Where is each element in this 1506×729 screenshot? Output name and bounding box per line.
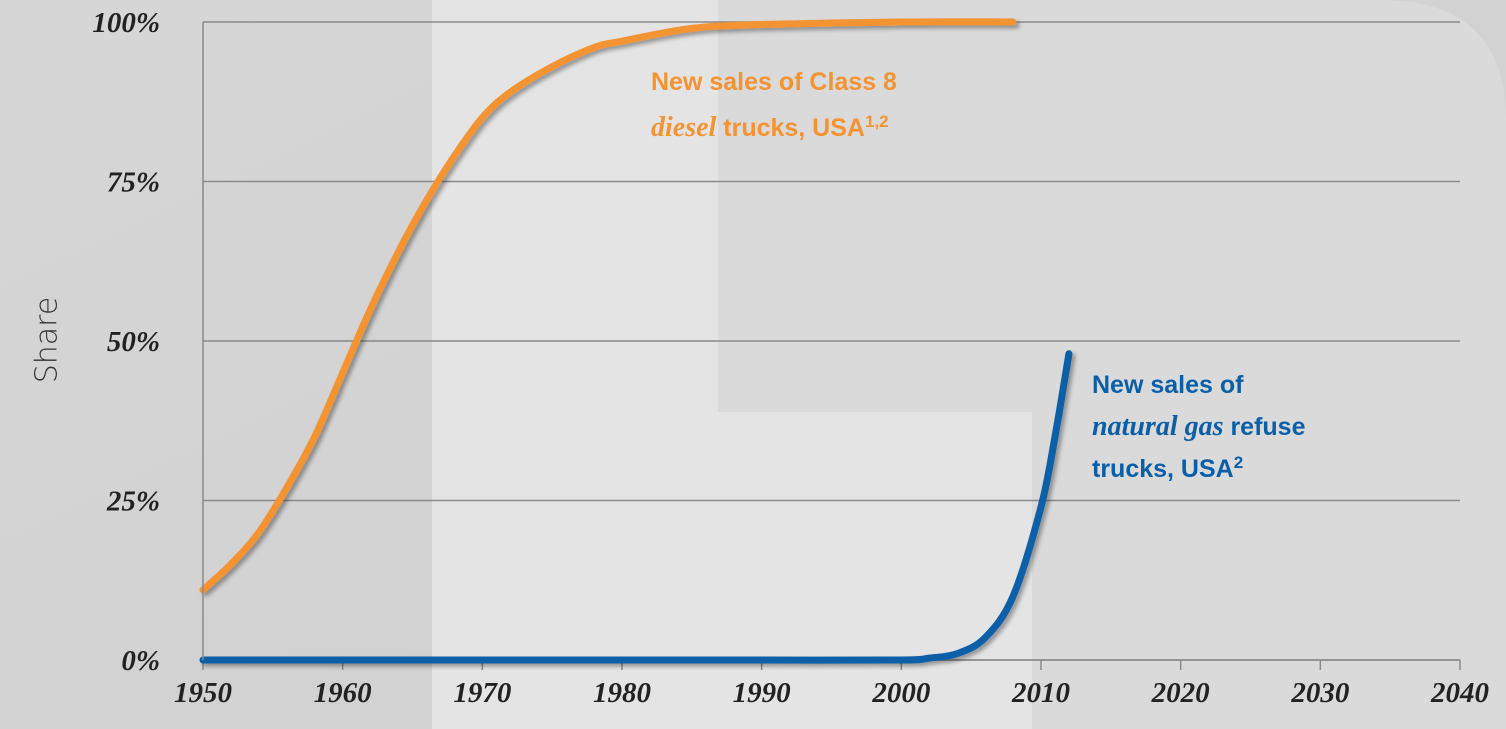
x-tick-label: 2000 <box>871 677 930 709</box>
series-line <box>199 350 1073 664</box>
x-tick-label: 2020 <box>1151 677 1210 709</box>
y-tick-label: 25% <box>106 486 160 518</box>
annotation: New sales of Class 8 <box>651 68 897 96</box>
x-tick-label: 1950 <box>174 677 232 709</box>
y-tick-label: 100% <box>92 7 160 39</box>
annotation-run: trucks, USA <box>1092 455 1234 483</box>
y-axis-label: Share <box>30 297 65 384</box>
annotation: diesel trucks, USA1,2 <box>651 112 889 144</box>
y-tick-label: 50% <box>107 326 160 358</box>
x-tick-label: 1990 <box>733 677 791 709</box>
x-tick-label: 1980 <box>593 677 651 709</box>
annotation: New sales of <box>1092 371 1244 399</box>
annotation-run: New sales of Class 8 <box>651 68 897 96</box>
annotation-run: diesel <box>651 112 717 143</box>
annotation: natural gas refuse <box>1092 411 1306 442</box>
y-tick-label: 75% <box>107 167 160 199</box>
x-tick-label: 1960 <box>314 677 372 709</box>
annotation-run: trucks, USA <box>716 114 865 142</box>
annotation-run: 1,2 <box>865 112 889 131</box>
annotation-run: New sales of <box>1092 371 1244 399</box>
x-tick-label: 1970 <box>453 677 511 709</box>
x-tick-label: 2030 <box>1290 677 1349 709</box>
annotation: trucks, USA2 <box>1092 453 1243 484</box>
annotation-run: 2 <box>1234 453 1243 472</box>
series-line <box>199 18 1017 594</box>
annotation-run: natural gas <box>1092 411 1224 442</box>
x-tick-label: 2040 <box>1430 677 1489 709</box>
annotation-run: refuse <box>1224 413 1306 441</box>
y-tick-label: 0% <box>121 645 160 677</box>
x-tick-label: 2010 <box>1011 677 1070 709</box>
